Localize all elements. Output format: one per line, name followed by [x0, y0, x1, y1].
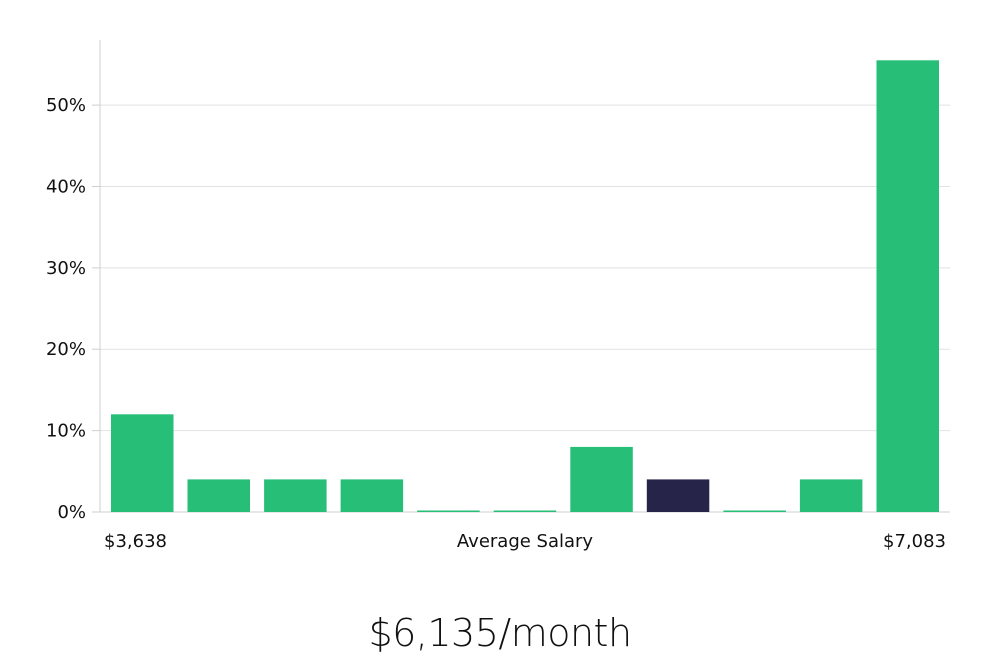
bar	[111, 414, 174, 512]
bar	[340, 479, 404, 512]
y-tick-label: 30%	[46, 258, 86, 279]
bar	[876, 60, 939, 513]
bar	[264, 479, 327, 512]
bar	[723, 510, 786, 512]
bar	[570, 446, 633, 512]
y-tick-label: 50%	[46, 95, 86, 116]
bar	[187, 479, 250, 512]
y-tick-label: 0%	[57, 502, 86, 523]
x-axis-title: Average Salary	[457, 531, 594, 552]
y-tick-label: 20%	[46, 339, 86, 360]
bar	[493, 510, 557, 512]
bar	[417, 510, 480, 512]
salary-histogram: 0%10%20%30%40%50% $3,638 Average Salary …	[46, 40, 950, 552]
bars	[111, 60, 939, 513]
bar	[799, 479, 863, 512]
grid-lines	[100, 104, 950, 513]
y-tick-label: 10%	[46, 421, 86, 442]
average-salary-headline: $6,135/month	[368, 611, 632, 655]
x-end-label: $7,083	[883, 531, 946, 552]
highlighted-bar	[646, 479, 710, 512]
y-axis-ticks: 0% 10% 20% 30% 40% 50%	[46, 95, 100, 523]
x-start-label: $3,638	[104, 531, 167, 552]
y-tick-label: 40%	[46, 176, 86, 197]
